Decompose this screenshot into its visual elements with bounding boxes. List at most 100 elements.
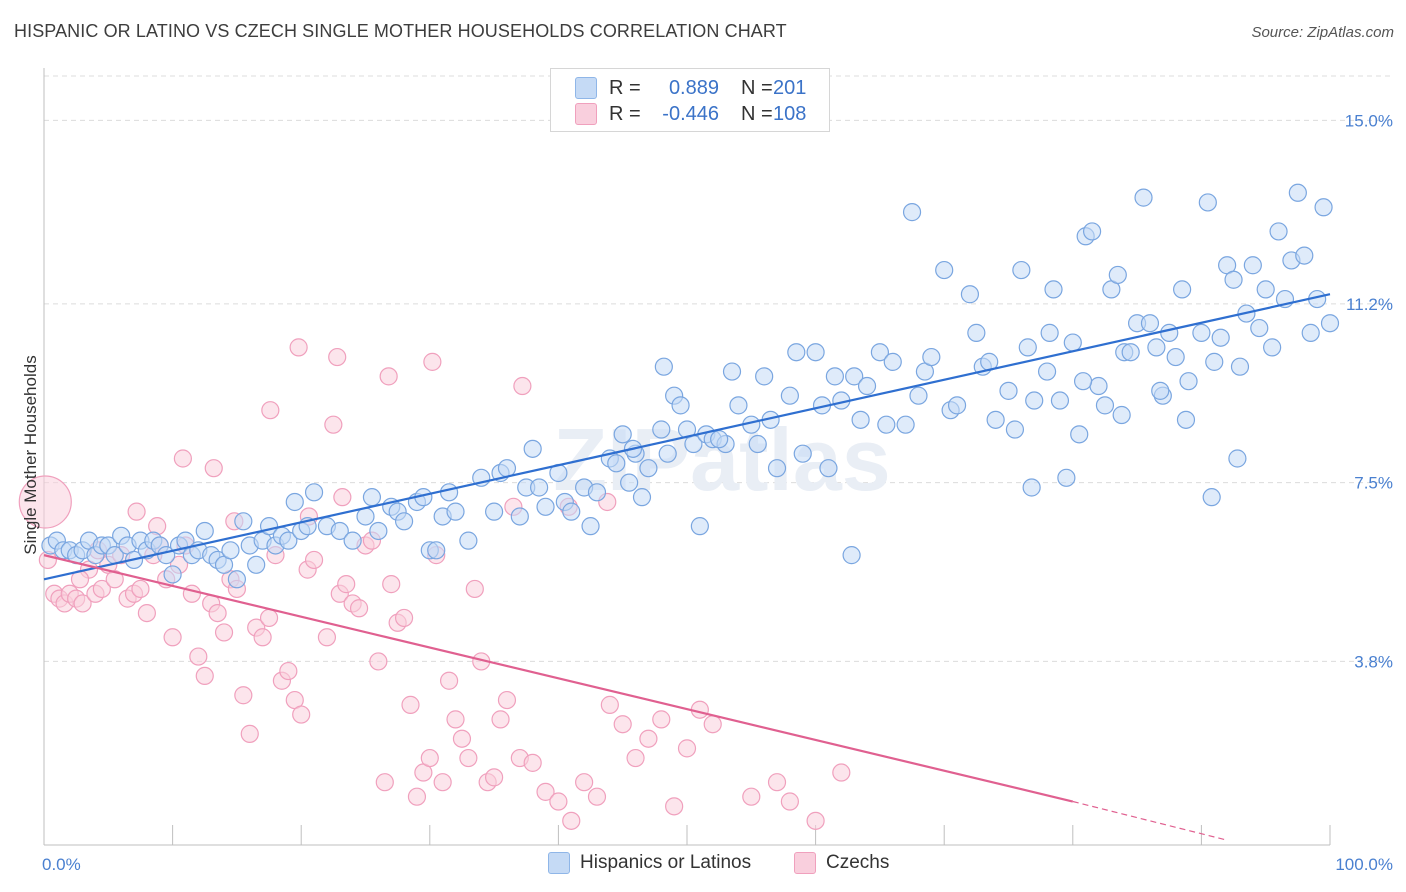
data-point-hispanics: [767, 459, 787, 478]
y-tick-label: 11.2%: [1346, 295, 1393, 314]
data-point-hispanics: [1263, 338, 1282, 357]
data-point-hispanics: [530, 478, 549, 497]
data-point-hispanics: [755, 367, 774, 386]
data-point-czechs: [137, 603, 156, 623]
data-point-hispanics: [806, 343, 825, 362]
data-point-hispanics: [536, 497, 555, 516]
data-point-hispanics: [1230, 357, 1250, 376]
tick-labels: 3.8% 7.5% 11.2% 15.0% 0.0% 100.0%: [42, 111, 1393, 874]
data-point-hispanics: [1228, 449, 1247, 468]
data-point-hispanics: [1179, 372, 1198, 391]
data-point-hispanics: [1073, 372, 1093, 391]
data-point-hispanics: [787, 343, 806, 362]
data-point-czechs: [261, 401, 280, 420]
data-point-hispanics: [819, 459, 838, 478]
data-point-hispanics: [1202, 488, 1221, 507]
data-point-czechs: [131, 579, 150, 599]
data-point-hispanics: [857, 376, 877, 396]
data-point-czechs: [465, 579, 484, 599]
data-point-czechs: [446, 710, 465, 729]
legend-r-label: R =: [609, 102, 641, 125]
data-point-hispanics: [459, 531, 478, 550]
data-point-hispanics: [304, 483, 324, 502]
data-point-hispanics: [877, 415, 896, 434]
y-tick-label: 7.5%: [1354, 474, 1393, 493]
data-point-hispanics: [1211, 328, 1230, 347]
data-point-czechs: [600, 695, 619, 714]
data-point-hispanics: [427, 541, 446, 560]
legend-n-value: 108: [773, 102, 807, 125]
data-point-hispanics: [1250, 318, 1269, 338]
data-point-hispanics: [620, 473, 639, 492]
data-point-hispanics: [1112, 405, 1131, 425]
data-point-hispanics: [825, 367, 844, 386]
data-point-hispanics: [639, 459, 658, 478]
data-point-hispanics: [999, 381, 1018, 400]
data-point-czechs: [304, 550, 324, 570]
data-point-hispanics: [658, 444, 677, 463]
data-point-czechs: [240, 724, 259, 743]
data-point-hispanics: [652, 420, 671, 439]
data-point-hispanics: [1057, 468, 1076, 487]
data-point-hispanics: [935, 260, 954, 280]
data-point-hispanics: [842, 546, 861, 565]
data-point-czechs: [214, 623, 234, 642]
legend-n-label: N =: [741, 76, 773, 99]
data-point-hispanics: [247, 555, 266, 574]
data-point-hispanics: [1022, 478, 1041, 497]
data-point-czechs: [491, 710, 510, 729]
data-point-hispanics: [883, 352, 902, 371]
data-point-czechs: [423, 352, 442, 371]
data-point-hispanics: [1288, 183, 1307, 202]
data-point-czechs: [208, 603, 227, 623]
data-point-czechs: [613, 715, 632, 734]
data-point-czechs: [394, 608, 414, 628]
data-point-czechs: [173, 449, 192, 468]
data-point-hispanics: [1005, 420, 1025, 439]
data-point-hispanics: [1095, 396, 1115, 415]
data-point-hispanics: [793, 444, 812, 463]
data-point-czechs: [452, 729, 472, 748]
legend-row-hispanics: R = 0.889 N = 201: [575, 76, 806, 100]
legend-swatch-pink: [794, 852, 816, 874]
data-point-hispanics: [1205, 352, 1224, 371]
data-point-hispanics: [1025, 391, 1044, 410]
data-point-hispanics: [1243, 256, 1262, 275]
data-point-hispanics: [1160, 323, 1179, 342]
legend-n-value: 201: [773, 76, 807, 99]
trend-line-czechs-extension: [1072, 800, 1228, 841]
data-point-hispanics: [497, 459, 517, 478]
data-point-hispanics: [613, 425, 632, 444]
data-point-hispanics: [356, 507, 375, 526]
legend-swatch-blue: [548, 852, 570, 874]
data-point-hispanics: [960, 285, 980, 304]
data-point-hispanics: [1082, 222, 1102, 241]
data-point-hispanics: [1044, 280, 1063, 299]
data-point-czechs: [337, 575, 356, 594]
data-point-hispanics: [562, 502, 581, 521]
data-point-hispanics: [1089, 376, 1108, 396]
data-point-czechs: [369, 652, 388, 671]
data-point-czechs: [459, 748, 478, 768]
data-point-czechs: [189, 647, 208, 666]
data-point-hispanics: [394, 512, 414, 531]
data-point-czechs: [523, 753, 542, 772]
data-point-hispanics: [845, 367, 864, 386]
chart-title: HISPANIC OR LATINO VS CZECH SINGLE MOTHE…: [14, 21, 787, 41]
data-point-hispanics: [234, 512, 253, 531]
legend-r-value: -0.446: [662, 102, 719, 125]
data-point-czechs: [485, 768, 504, 787]
data-point-czechs: [401, 695, 420, 714]
data-point-hispanics: [967, 323, 986, 342]
data-point-czechs: [433, 773, 452, 792]
data-point-hispanics: [1301, 323, 1320, 342]
data-point-hispanics: [947, 396, 967, 415]
data-point-czechs: [780, 792, 799, 811]
y-tick-label: 15.0%: [1345, 111, 1393, 130]
data-point-hispanics: [1050, 391, 1070, 410]
data-point-hispanics: [1320, 314, 1340, 333]
legend-label-hispanics: Hispanics or Latinos: [580, 852, 752, 873]
legend-n-label: N =: [741, 102, 773, 125]
data-point-hispanics: [221, 541, 240, 560]
data-point-hispanics: [896, 415, 915, 434]
